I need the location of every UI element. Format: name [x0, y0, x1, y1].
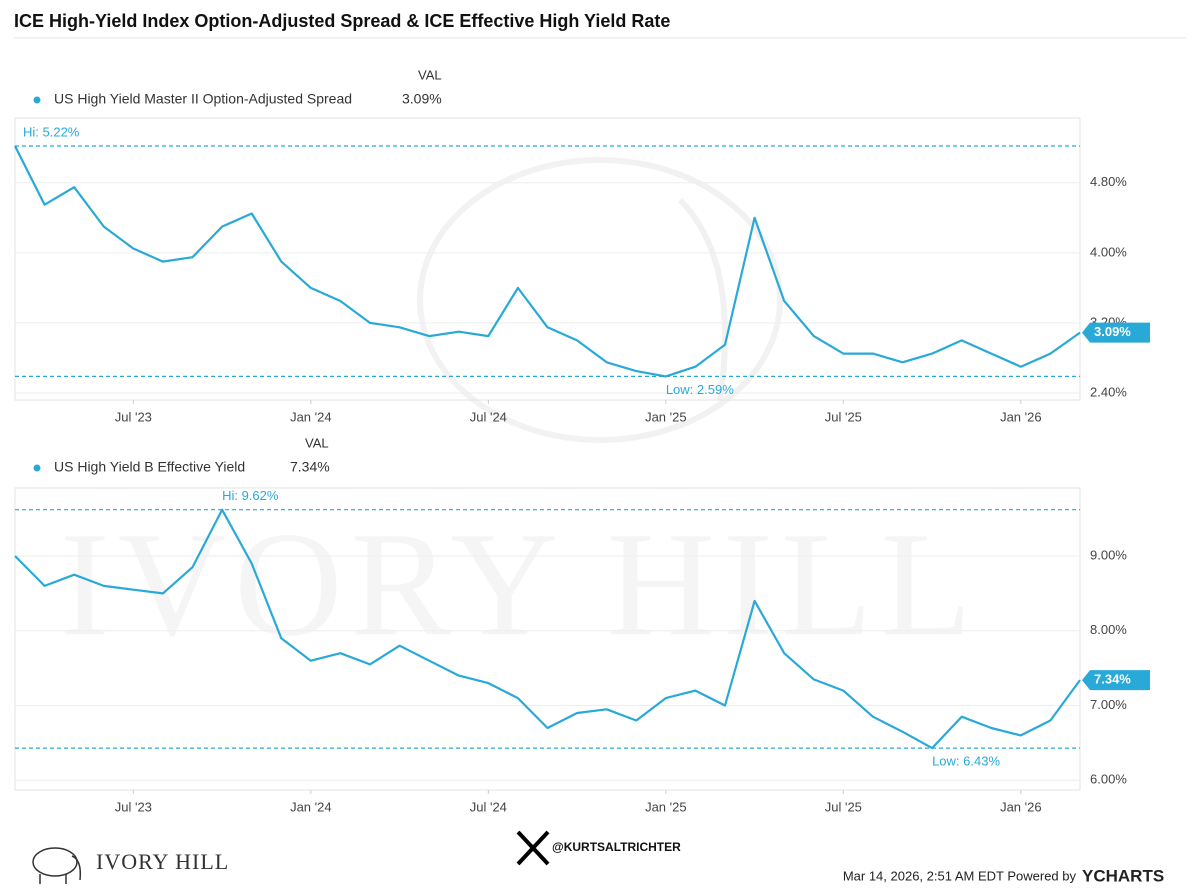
- y-tick-label: 9.00%: [1090, 547, 1127, 562]
- x-tick-label: Jan '25: [645, 799, 687, 814]
- legend-label: US High Yield B Effective Yield: [54, 459, 245, 475]
- reference-label: Low: 6.43%: [932, 754, 1000, 769]
- y-tick-label: 4.00%: [1090, 244, 1127, 259]
- logo-elephant: [32, 847, 82, 884]
- page-title: ICE High-Yield Index Option-Adjusted Spr…: [14, 11, 670, 31]
- legend-value: 3.09%: [402, 91, 442, 107]
- x-tick-label: Jan '24: [290, 799, 332, 814]
- plot-frame: [14, 117, 1081, 401]
- x-tick-label: Jul '23: [115, 799, 152, 814]
- legend-dot: [33, 96, 41, 104]
- x-tick-label: Jul '24: [470, 409, 507, 424]
- series-line: [14, 508, 1081, 750]
- column-header: VAL: [305, 435, 329, 450]
- value-badge-label: 3.09%: [1094, 324, 1131, 339]
- legend-label: US High Yield Master II Option-Adjusted …: [54, 91, 352, 107]
- x-tick-label: Jan '26: [1000, 799, 1042, 814]
- watermark: IVORY HILL: [60, 501, 980, 667]
- legend-dot: [33, 464, 41, 472]
- legend-value: 7.34%: [290, 459, 330, 475]
- logo-text: IVORY HILL: [96, 849, 229, 874]
- y-tick-label: 4.80%: [1090, 174, 1127, 189]
- y-tick-label: 7.00%: [1090, 697, 1127, 712]
- value-badge: [1082, 670, 1150, 691]
- x-tick-label: Jan '25: [645, 409, 687, 424]
- x-logo: [516, 830, 550, 866]
- x-tick-label: Jan '24: [290, 409, 332, 424]
- reference-label: Low: 2.59%: [666, 382, 734, 397]
- handle: @KURTSALTRICHTER: [552, 840, 681, 854]
- timestamp: Mar 14, 2026, 2:51 AM EDT Powered by: [843, 868, 1077, 883]
- series-line: [14, 145, 1081, 378]
- x-tick-label: Jul '25: [825, 409, 862, 424]
- column-header: VAL: [418, 67, 442, 82]
- x-tick-label: Jul '23: [115, 409, 152, 424]
- x-tick-label: Jul '25: [825, 799, 862, 814]
- y-tick-label: 2.40%: [1090, 384, 1127, 399]
- brand: YCHARTS: [1082, 866, 1164, 885]
- reference-label: Hi: 5.22%: [23, 124, 80, 139]
- plot-frame: [14, 487, 1081, 791]
- value-badge-label: 7.34%: [1094, 672, 1131, 687]
- y-tick-label: 8.00%: [1090, 622, 1127, 637]
- x-tick-label: Jan '26: [1000, 409, 1042, 424]
- reference-label: Hi: 9.62%: [222, 488, 279, 503]
- x-tick-label: Jul '24: [470, 799, 507, 814]
- watermark-elephant: [417, 157, 783, 443]
- y-tick-label: 6.00%: [1090, 772, 1127, 787]
- value-badge: [1082, 322, 1150, 343]
